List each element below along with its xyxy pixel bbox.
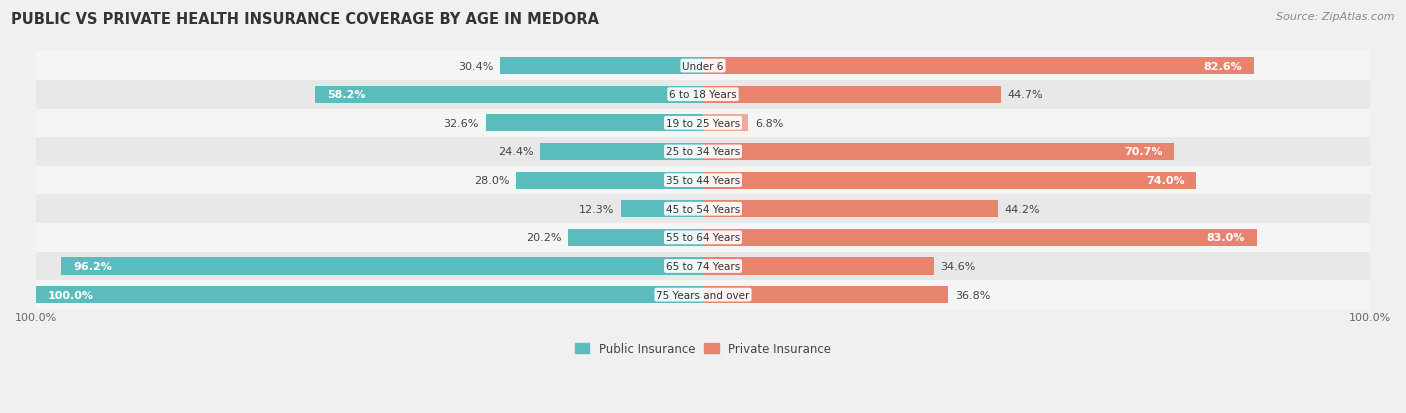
- Text: 25 to 34 Years: 25 to 34 Years: [666, 147, 740, 157]
- Text: 24.4%: 24.4%: [498, 147, 534, 157]
- Text: 12.3%: 12.3%: [579, 204, 614, 214]
- Bar: [62, 258, 703, 275]
- Text: Source: ZipAtlas.com: Source: ZipAtlas.com: [1277, 12, 1395, 22]
- Legend: Public Insurance, Private Insurance: Public Insurance, Private Insurance: [571, 337, 835, 360]
- Text: Under 6: Under 6: [682, 62, 724, 71]
- Bar: [568, 229, 703, 246]
- Text: 44.7%: 44.7%: [1008, 90, 1043, 100]
- Text: PUBLIC VS PRIVATE HEALTH INSURANCE COVERAGE BY AGE IN MEDORA: PUBLIC VS PRIVATE HEALTH INSURANCE COVER…: [11, 12, 599, 27]
- Text: 36.8%: 36.8%: [955, 290, 990, 300]
- Bar: [703, 58, 1254, 75]
- Text: 28.0%: 28.0%: [474, 176, 509, 186]
- Bar: [703, 86, 1001, 104]
- Text: 6.8%: 6.8%: [755, 119, 783, 128]
- Text: 35 to 44 Years: 35 to 44 Years: [666, 176, 740, 186]
- Bar: [703, 144, 1174, 161]
- Text: 58.2%: 58.2%: [326, 90, 366, 100]
- Bar: [516, 172, 703, 189]
- Text: 30.4%: 30.4%: [458, 62, 494, 71]
- Bar: [37, 252, 1369, 280]
- Text: 6 to 18 Years: 6 to 18 Years: [669, 90, 737, 100]
- Bar: [37, 166, 1369, 195]
- Bar: [37, 138, 1369, 166]
- Text: 70.7%: 70.7%: [1123, 147, 1163, 157]
- Text: 19 to 25 Years: 19 to 25 Years: [666, 119, 740, 128]
- Bar: [501, 58, 703, 75]
- Bar: [485, 115, 703, 132]
- Text: 100.0%: 100.0%: [48, 290, 94, 300]
- Bar: [703, 286, 949, 304]
- Bar: [37, 109, 1369, 138]
- Bar: [37, 223, 1369, 252]
- Bar: [703, 172, 1197, 189]
- Bar: [703, 201, 998, 218]
- Bar: [37, 81, 1369, 109]
- Bar: [621, 201, 703, 218]
- Bar: [315, 86, 703, 104]
- Bar: [703, 258, 934, 275]
- Text: 65 to 74 Years: 65 to 74 Years: [666, 261, 740, 271]
- Text: 83.0%: 83.0%: [1206, 233, 1244, 243]
- Bar: [37, 195, 1369, 223]
- Text: 75 Years and over: 75 Years and over: [657, 290, 749, 300]
- Text: 45 to 54 Years: 45 to 54 Years: [666, 204, 740, 214]
- Bar: [540, 144, 703, 161]
- Text: 44.2%: 44.2%: [1004, 204, 1040, 214]
- Text: 20.2%: 20.2%: [526, 233, 561, 243]
- Text: 74.0%: 74.0%: [1146, 176, 1184, 186]
- Text: 32.6%: 32.6%: [443, 119, 479, 128]
- Text: 55 to 64 Years: 55 to 64 Years: [666, 233, 740, 243]
- Text: 96.2%: 96.2%: [73, 261, 112, 271]
- Bar: [37, 52, 1369, 81]
- Text: 82.6%: 82.6%: [1204, 62, 1241, 71]
- Text: 34.6%: 34.6%: [941, 261, 976, 271]
- Bar: [703, 115, 748, 132]
- Bar: [703, 229, 1257, 246]
- Bar: [37, 286, 703, 304]
- Bar: [37, 280, 1369, 309]
